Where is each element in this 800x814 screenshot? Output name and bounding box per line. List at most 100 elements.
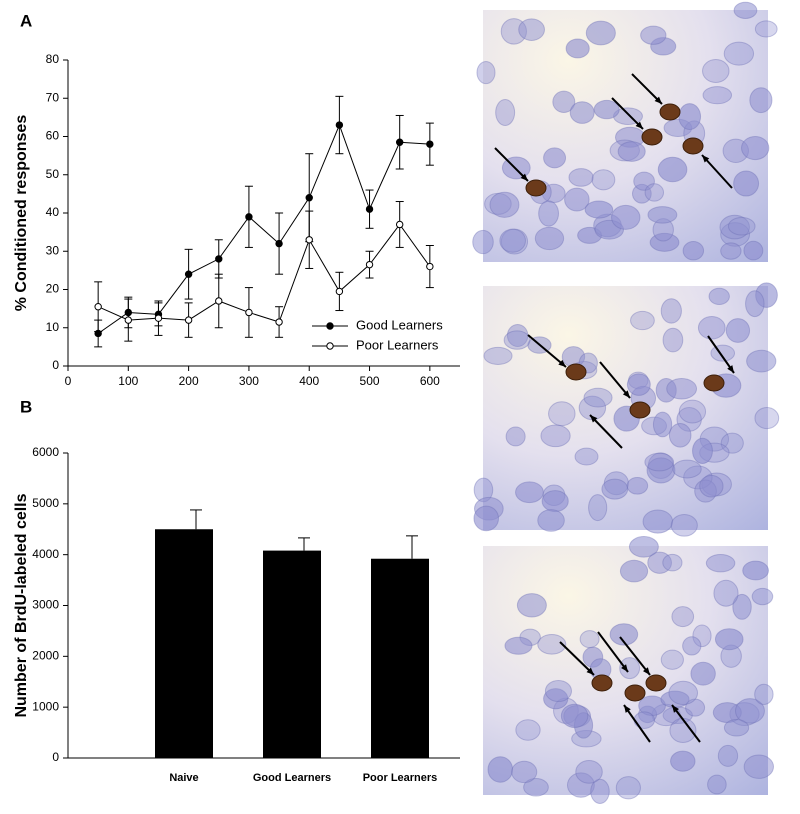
cell: [671, 606, 695, 628]
cell: [702, 86, 733, 105]
y-tick-label: 20: [46, 282, 60, 296]
cell: [537, 634, 567, 655]
cell: [682, 241, 705, 261]
arrow: [623, 704, 651, 743]
cell: [707, 774, 727, 795]
cell: [702, 58, 730, 83]
point: [124, 316, 133, 324]
x-tick-label: Good Learners: [253, 772, 331, 784]
cell: [727, 216, 756, 236]
cell: [662, 553, 683, 572]
y-tick-label: 60: [46, 129, 60, 143]
y-axis-label: % Conditioned responses: [13, 115, 30, 312]
arrow-head: [642, 667, 650, 675]
cell: [751, 587, 774, 606]
cell: [719, 214, 750, 240]
cell: [644, 183, 665, 202]
panel-label: B: [20, 397, 32, 416]
cell: [646, 457, 676, 484]
point: [335, 287, 344, 296]
cell: [662, 327, 684, 353]
cell: [615, 776, 641, 800]
cell: [515, 481, 544, 504]
cell: [670, 750, 696, 772]
cell: [543, 688, 569, 710]
cell: [584, 200, 614, 219]
cell: [746, 349, 777, 373]
cell: [499, 228, 526, 253]
cell: [708, 287, 730, 306]
cell: [743, 240, 764, 261]
y-tick-label: 0: [52, 750, 59, 764]
point: [395, 138, 404, 146]
cell: [685, 698, 706, 717]
labeled-cell: [703, 374, 725, 392]
cell: [754, 407, 780, 430]
cell: [495, 99, 516, 126]
cell: [537, 509, 565, 532]
series-line: [97, 223, 431, 323]
legend-marker: [326, 342, 334, 350]
micrograph-cells: [472, 1, 780, 804]
point: [305, 194, 313, 202]
cell: [723, 41, 755, 66]
x-tick-label: 100: [118, 374, 138, 388]
cell: [720, 222, 751, 247]
cell: [652, 411, 673, 438]
cell: [500, 18, 527, 45]
point: [184, 316, 193, 324]
point: [215, 297, 223, 305]
point: [305, 236, 313, 244]
cell: [670, 514, 698, 537]
cell: [611, 204, 641, 230]
point: [184, 270, 193, 278]
cell: [543, 147, 567, 169]
arrow: [671, 704, 701, 743]
arrow-head: [520, 173, 528, 181]
cell: [672, 459, 702, 479]
cell: [505, 426, 526, 447]
cell: [713, 579, 739, 607]
point: [365, 260, 374, 269]
y-axis-label: Number of BrdU-labeled cells: [13, 493, 30, 717]
y-tick-label: 30: [46, 243, 60, 257]
cell: [548, 401, 576, 427]
arrow-head: [586, 667, 594, 675]
y-tick-label: 50: [46, 167, 60, 181]
cell: [754, 20, 778, 38]
arrow: [701, 154, 733, 189]
arrow: [589, 414, 623, 449]
cell: [692, 624, 712, 648]
cell: [720, 242, 742, 260]
cell: [734, 698, 765, 724]
cell: [732, 593, 752, 620]
point: [426, 262, 434, 271]
bar: [155, 529, 213, 758]
arrow-head: [727, 365, 734, 373]
cell: [638, 695, 666, 716]
labeled-cell: [565, 363, 587, 381]
labeled-cell: [591, 674, 613, 692]
cell: [503, 330, 531, 350]
cell: [523, 777, 549, 797]
bar: [263, 550, 321, 758]
cell: [585, 20, 616, 46]
cell: [660, 298, 682, 324]
arrow-head: [654, 96, 662, 104]
x-tick-label: 400: [299, 374, 319, 388]
cell: [516, 593, 547, 618]
x-tick-label: 300: [239, 374, 259, 388]
cell: [657, 156, 688, 183]
cell: [476, 60, 496, 85]
cell: [626, 373, 651, 396]
arrow: [597, 631, 629, 673]
y-tick-label: 80: [46, 52, 60, 66]
cell: [617, 141, 646, 162]
cell: [575, 760, 603, 784]
cell: [678, 399, 707, 424]
cell: [504, 636, 533, 655]
arrow-head: [590, 415, 598, 423]
cell: [723, 719, 750, 737]
cell: [668, 680, 699, 706]
cell: [714, 628, 744, 651]
